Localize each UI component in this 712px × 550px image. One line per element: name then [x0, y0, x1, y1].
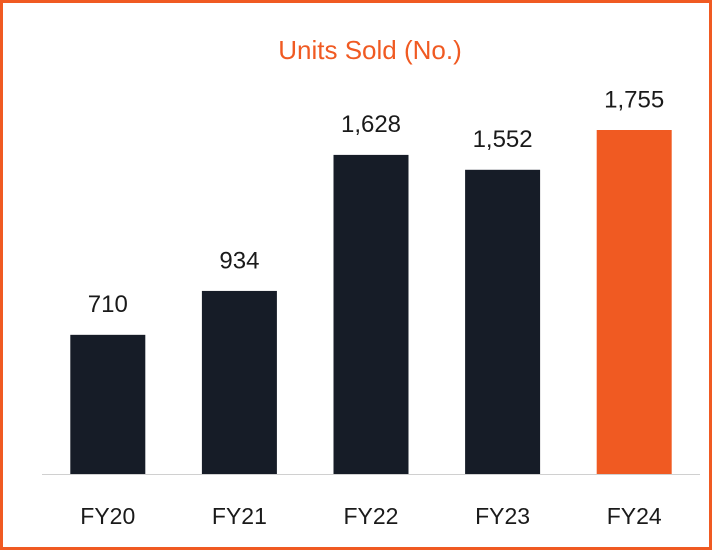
x-tick-label: FY21 — [212, 503, 267, 529]
x-tick-label: FY24 — [607, 503, 662, 529]
chart-title: Units Sold (No.) — [278, 35, 462, 65]
x-tick-label: FY22 — [344, 503, 399, 529]
value-label: 1,755 — [604, 86, 664, 113]
value-label: 1,628 — [341, 111, 401, 138]
value-label: 1,552 — [473, 126, 533, 153]
bar — [201, 290, 277, 474]
x-tick-label: FY23 — [475, 503, 530, 529]
bar — [465, 169, 541, 474]
x-tick-label: FY20 — [80, 503, 135, 529]
bar — [596, 130, 672, 474]
bar — [70, 334, 146, 474]
value-label: 934 — [219, 247, 259, 274]
value-label: 710 — [88, 291, 128, 318]
bar — [333, 154, 409, 475]
